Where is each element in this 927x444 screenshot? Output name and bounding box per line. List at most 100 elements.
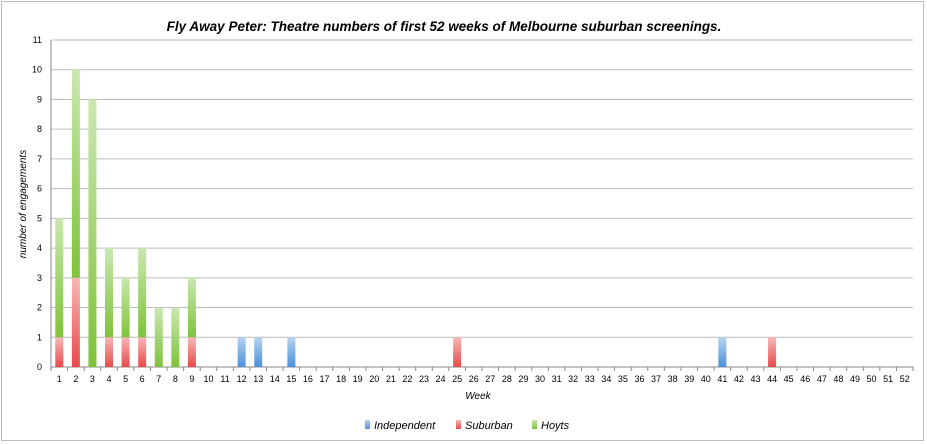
x-tick-label: 12: [237, 374, 247, 384]
x-tick-label: 45: [784, 374, 794, 384]
y-tick-label: 4: [37, 243, 42, 253]
x-tick-label: 8: [173, 374, 178, 384]
x-tick-label: 22: [402, 374, 412, 384]
bar-independent-week-13: [254, 337, 263, 367]
x-tick-label: 4: [107, 374, 112, 384]
x-tick-label: 17: [320, 374, 330, 384]
bar-suburban-week-6: [138, 337, 147, 367]
x-tick-label: 3: [90, 374, 95, 384]
x-tick-label: 15: [286, 374, 296, 384]
x-tick-label: 9: [189, 374, 194, 384]
y-tick-label: 5: [37, 213, 42, 223]
x-tick-label: 14: [270, 374, 280, 384]
legend-swatch-hoyts: [532, 420, 537, 429]
x-tick-label: 29: [518, 374, 528, 384]
legend-label-hoyts: Hoyts: [541, 420, 570, 432]
x-tick-label: 10: [203, 374, 213, 384]
x-tick-label: 28: [502, 374, 512, 384]
y-tick-label: 11: [33, 35, 42, 45]
x-tick-label: 38: [668, 374, 678, 384]
x-tick-label: 33: [585, 374, 595, 384]
y-tick-label: 2: [37, 303, 42, 313]
x-tick-label: 44: [767, 374, 777, 384]
x-tick-label: 36: [634, 374, 644, 384]
x-tick-label: 41: [717, 374, 727, 384]
x-tick-label: 35: [618, 374, 628, 384]
bar-independent-week-15: [287, 337, 296, 367]
x-tick-labels: 1 2 3 4 5 6 7 8 9 10 11 12 13 14 15 16 17 18 19 20 21 22 23 24 2…: [50, 367, 914, 384]
x-tick-label: 7: [156, 374, 161, 384]
bars: [55, 69, 777, 368]
x-tick-label: 23: [419, 374, 429, 384]
x-tick-label: 5: [123, 374, 128, 384]
x-tick-label: 19: [353, 374, 363, 384]
x-axis-label: Week: [465, 391, 491, 402]
bar-hoyts-week-1: [55, 218, 64, 338]
x-tick-label: 1: [57, 374, 62, 384]
bar-hoyts-week-7: [154, 307, 163, 367]
x-tick-label: 49: [850, 374, 860, 384]
legend-label-suburban: Suburban: [465, 420, 513, 432]
x-tick-label: 13: [253, 374, 263, 384]
legend-label-independent: Independent: [374, 420, 436, 432]
y-tick-label: 10: [32, 65, 42, 75]
x-tick-label: 32: [568, 374, 578, 384]
x-tick-label: 11: [220, 374, 229, 384]
x-tick-label: 27: [485, 374, 495, 384]
y-axis-label: number of engagements: [18, 150, 29, 258]
y-tick-label: 0: [37, 362, 42, 372]
x-tick-label: 42: [734, 374, 744, 384]
bar-hoyts-week-3: [88, 99, 97, 368]
y-tick-label: 8: [37, 124, 42, 134]
bar-hoyts-week-2: [71, 69, 80, 278]
y-tick-label: 9: [37, 94, 42, 104]
bar-suburban-week-4: [105, 337, 114, 367]
x-tick-label: 47: [817, 374, 827, 384]
bar-suburban-week-44: [768, 337, 777, 367]
x-tick-label: 51: [883, 374, 893, 384]
x-tick-label: 52: [900, 374, 910, 384]
x-tick-label: 31: [552, 374, 562, 384]
bar-hoyts-week-6: [138, 248, 147, 338]
y-tick-labels: 0 1 2 3 4 5 6 7 8 9 10 11: [32, 35, 42, 372]
x-tick-label: 21: [386, 374, 396, 384]
bar-hoyts-week-9: [187, 277, 196, 338]
x-tick-label: 37: [651, 374, 661, 384]
x-tick-label: 26: [469, 374, 479, 384]
bar-independent-week-41: [718, 337, 727, 367]
bar-suburban-week-5: [121, 337, 130, 367]
x-tick-label: 50: [867, 374, 877, 384]
y-tick-label: 7: [37, 154, 42, 164]
bar-hoyts-week-8: [171, 307, 180, 367]
x-tick-label: 30: [535, 374, 545, 384]
bar-suburban-week-1: [55, 337, 64, 367]
x-tick-label: 25: [452, 374, 462, 384]
x-tick-label: 40: [701, 374, 711, 384]
bar-suburban-week-25: [453, 337, 462, 367]
x-tick-label: 6: [140, 374, 145, 384]
bar-independent-week-12: [237, 337, 246, 367]
legend: Independent Suburban Hoyts: [365, 420, 570, 432]
x-tick-label: 2: [73, 374, 78, 384]
bar-suburban-week-9: [187, 337, 196, 367]
x-tick-label: 24: [436, 374, 446, 384]
bar-hoyts-week-5: [121, 277, 130, 338]
x-tick-label: 34: [601, 374, 611, 384]
x-tick-label: 20: [369, 374, 379, 384]
x-tick-label: 18: [336, 374, 346, 384]
x-tick-label: 39: [684, 374, 694, 384]
bar-suburban-week-2: [71, 277, 80, 367]
y-tick-label: 6: [37, 184, 42, 194]
y-tick-label: 3: [37, 273, 42, 283]
x-tick-label: 43: [751, 374, 761, 384]
bar-hoyts-week-4: [105, 248, 114, 338]
x-tick-label: 48: [833, 374, 843, 384]
x-tick-label: 46: [800, 374, 810, 384]
x-tick-label: 16: [303, 374, 313, 384]
legend-swatch-independent: [365, 420, 370, 429]
chart-title: Fly Away Peter: Theatre numbers of first…: [167, 19, 722, 34]
y-tick-label: 1: [37, 332, 42, 342]
legend-swatch-suburban: [456, 420, 461, 429]
